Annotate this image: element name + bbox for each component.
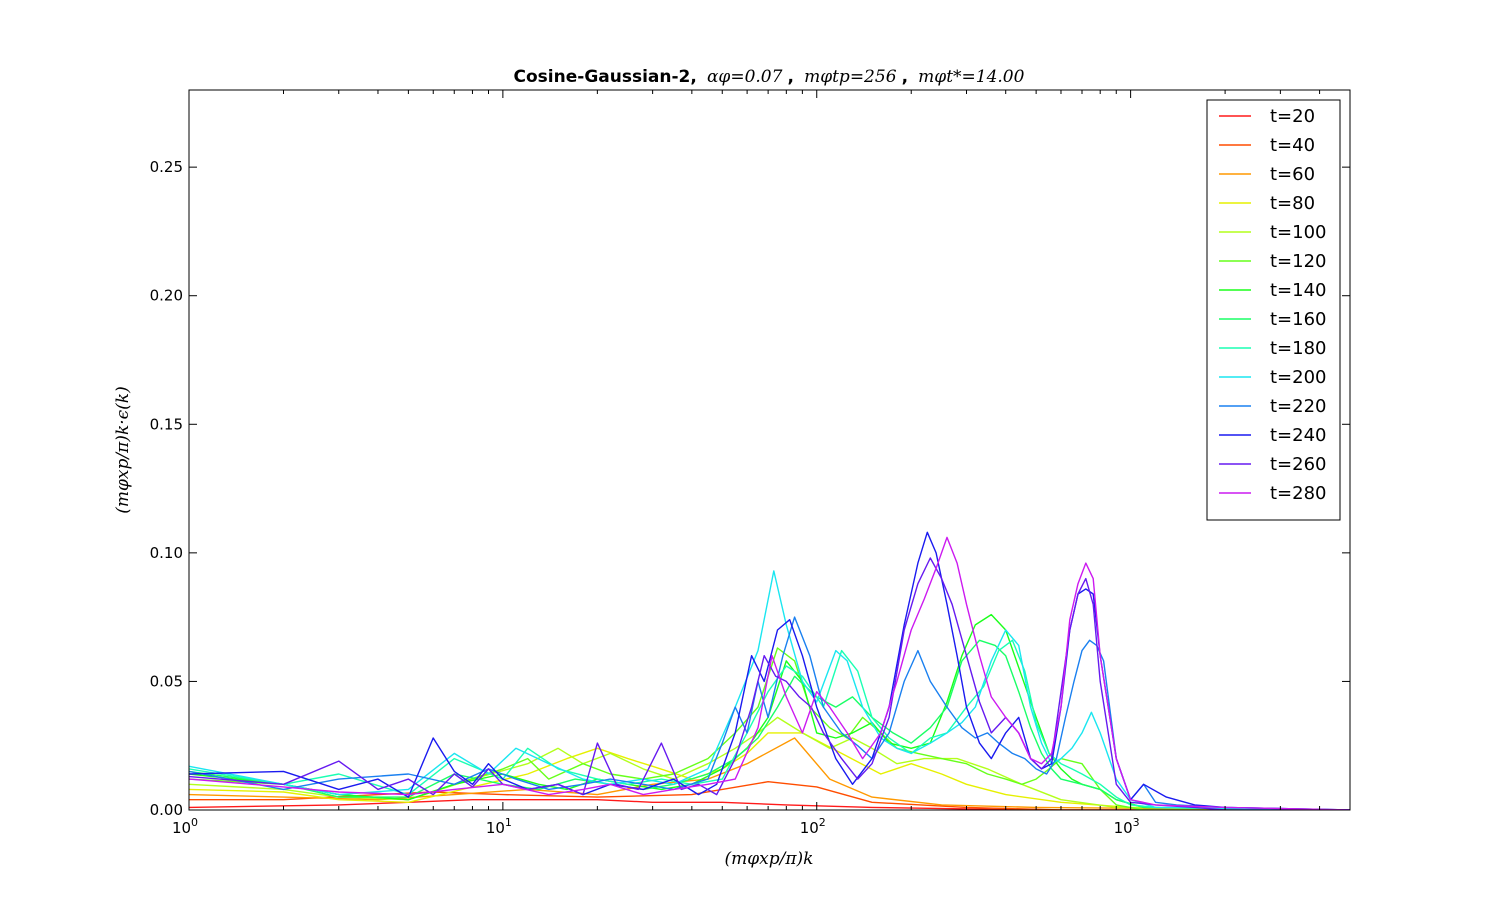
title-sep-2: , xyxy=(902,67,908,87)
series-line-t-220 xyxy=(189,616,1350,810)
series-line-t-20 xyxy=(189,799,1350,810)
legend-entry-label: t=140 xyxy=(1270,280,1327,301)
y-tick-label: 0.20 xyxy=(150,287,183,305)
legend-entry-label: t=40 xyxy=(1270,135,1315,156)
x-tick-label: 103 xyxy=(1114,816,1140,837)
y-tick-label: 0.15 xyxy=(150,415,183,433)
x-axis-label: (mφxp/π)k xyxy=(725,849,814,869)
y-tick-label: 0.00 xyxy=(150,801,183,819)
title-tstar: mφt*=14.00 xyxy=(918,67,1024,87)
series-line-t-120 xyxy=(189,647,1350,810)
legend-entry-label: t=260 xyxy=(1270,454,1327,475)
x-tick-label: 102 xyxy=(800,816,826,837)
y-tick-label: 0.05 xyxy=(150,672,183,690)
legend-entry-label: t=60 xyxy=(1270,164,1315,185)
legend-entry-label: t=200 xyxy=(1270,367,1327,388)
title-sep-1: , xyxy=(788,67,794,87)
series-line-t-280 xyxy=(189,536,1350,810)
x-axis-ticks: 100 101 102 103 xyxy=(172,90,1351,837)
series-line-t-200 xyxy=(189,570,1350,810)
y-axis-ticks: 0.00 0.05 0.10 0.15 0.20 0.25 xyxy=(150,158,1350,819)
series-line-t-80 xyxy=(189,732,1350,810)
series-layer xyxy=(189,531,1350,810)
legend-entry-label: t=240 xyxy=(1270,425,1327,446)
legend-entry-label: t=220 xyxy=(1270,396,1327,417)
series-line-t-180 xyxy=(189,639,1350,810)
title-alpha: αφ=0.07 xyxy=(707,67,783,87)
plot-frame xyxy=(188,89,1351,811)
y-axis-label: (mφxp/π)k·ϵ(k) xyxy=(113,386,133,513)
legend: t=20 t=40 t=60 t=80 t=100 t=120 t=140 t=160 t=18… xyxy=(1206,99,1341,521)
title-tp: mφtp=256 xyxy=(804,67,897,87)
legend-entry-label: t=100 xyxy=(1270,222,1327,243)
legend-box xyxy=(1206,99,1341,521)
y-tick-label: 0.25 xyxy=(150,158,183,176)
title-main: Cosine-Gaussian-2, xyxy=(514,67,697,87)
legend-entry-label: t=280 xyxy=(1270,483,1327,504)
legend-entry-label: t=120 xyxy=(1270,251,1327,272)
x-tick-label: 101 xyxy=(486,816,512,837)
legend-entry-label: t=180 xyxy=(1270,338,1327,359)
chart-title: Cosine-Gaussian-2, αφ=0.07 , mφtp=256 , … xyxy=(514,67,1025,87)
x-tick-label: 100 xyxy=(172,816,198,837)
legend-entry-label: t=80 xyxy=(1270,193,1315,214)
legend-entry-label: t=160 xyxy=(1270,309,1327,330)
legend-entry-label: t=20 xyxy=(1270,106,1315,127)
y-tick-label: 0.10 xyxy=(150,544,183,562)
